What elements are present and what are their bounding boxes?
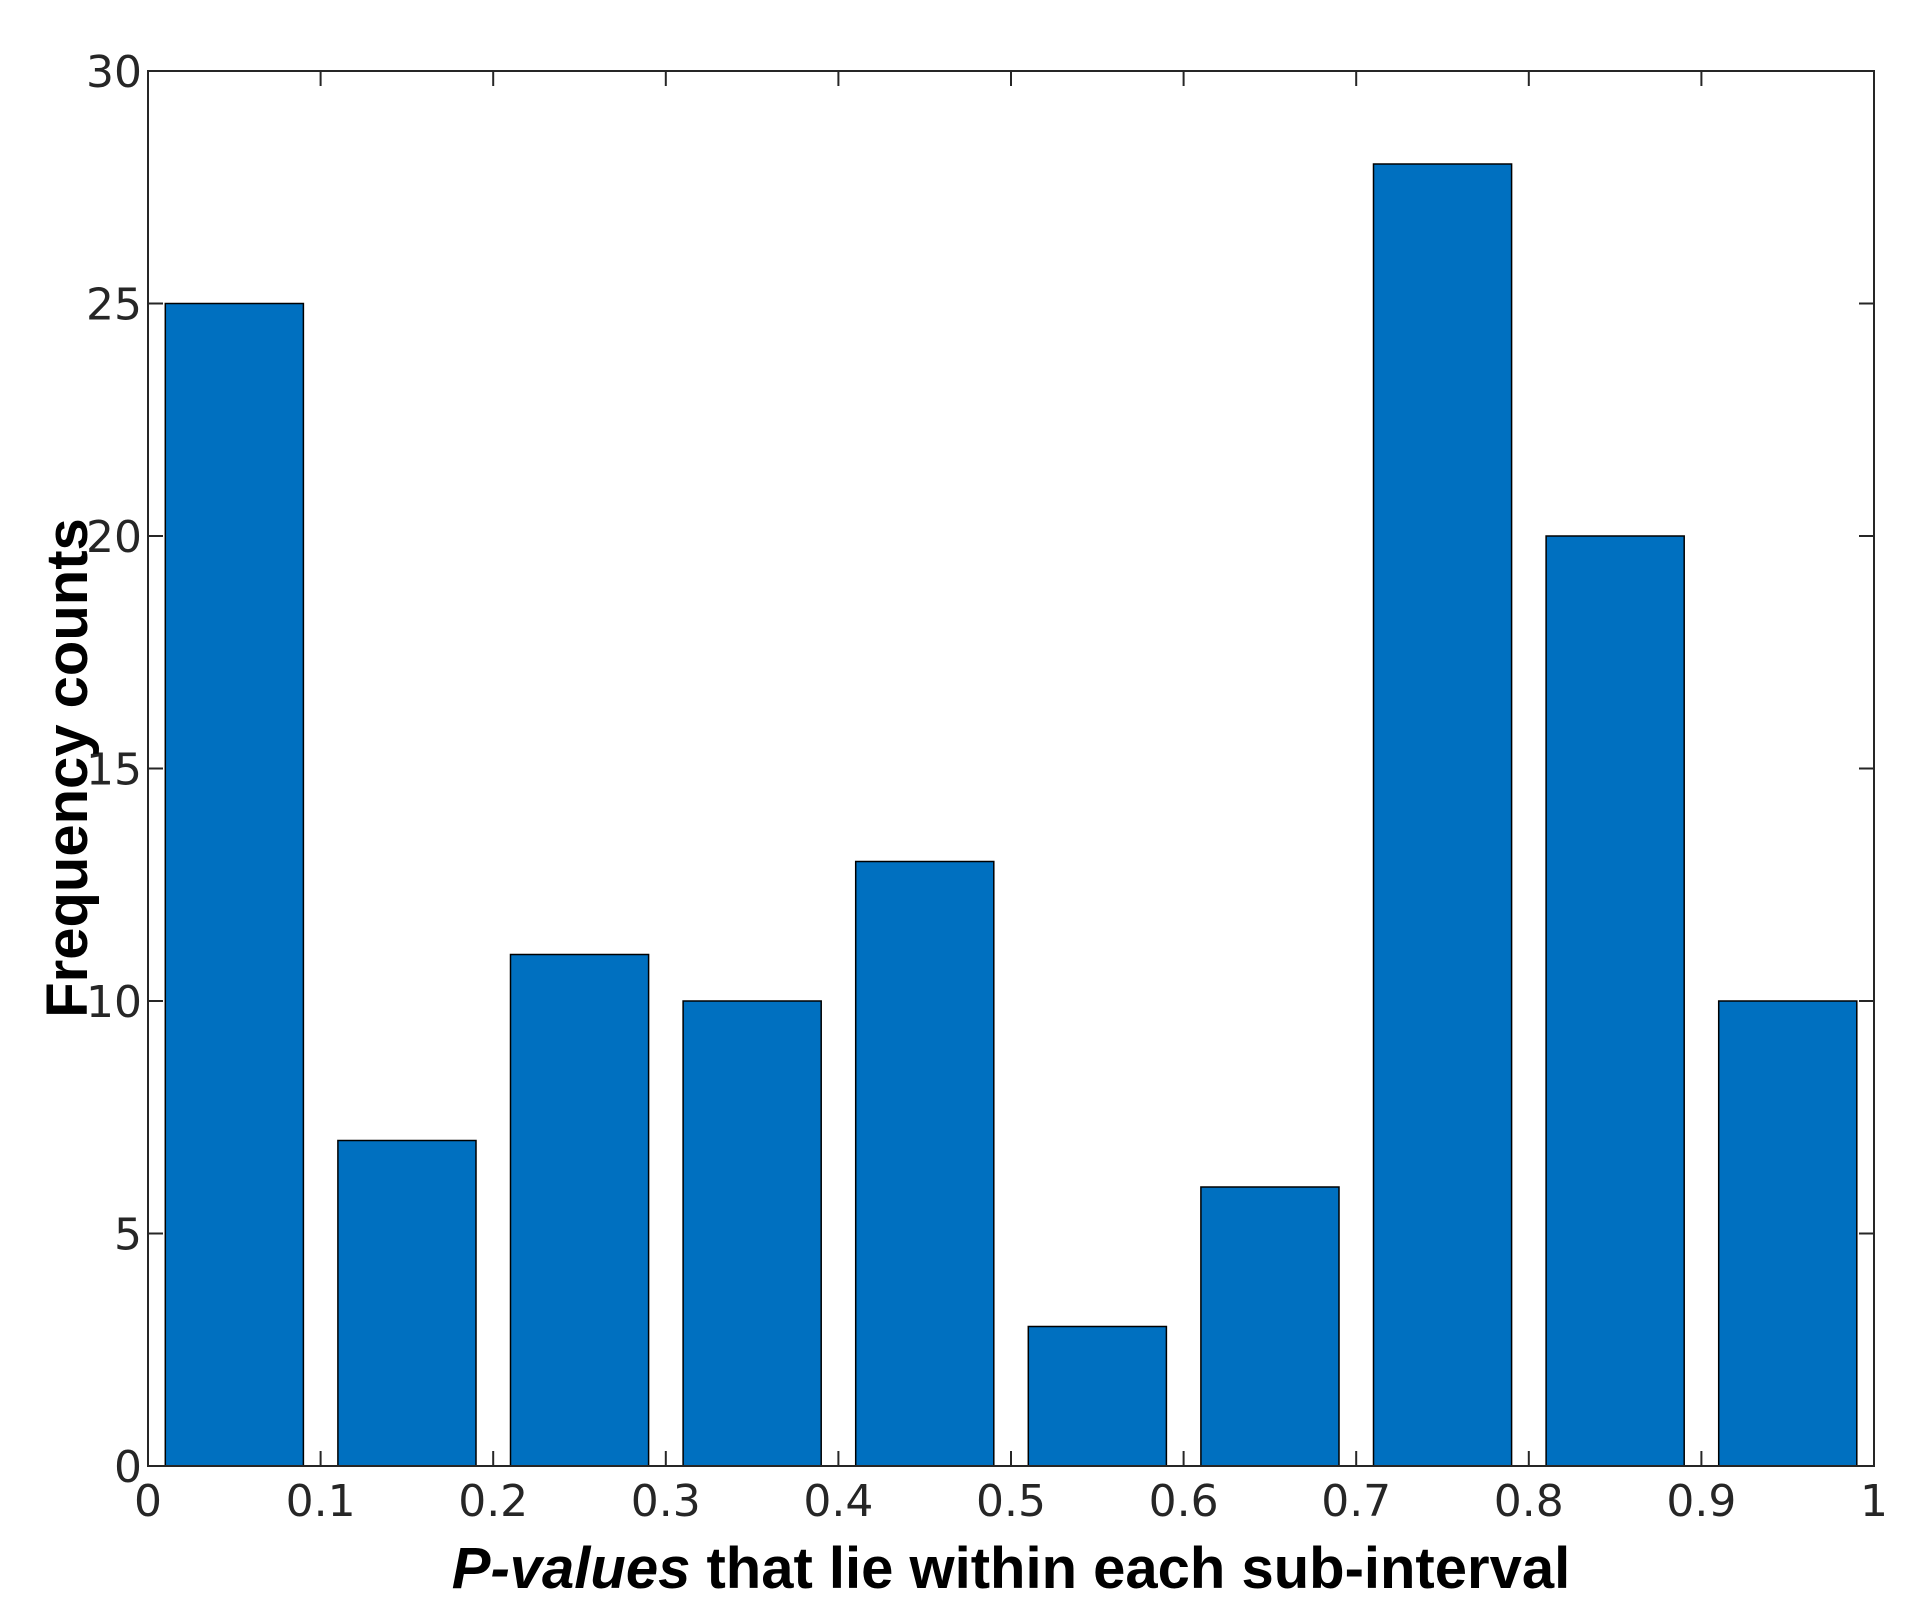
histogram-bar — [1372, 163, 1513, 1467]
x-axis-title: P-values that lie within each sub-interv… — [452, 1536, 1570, 1601]
bars-group — [164, 163, 1858, 1467]
histogram-bar — [164, 302, 305, 1467]
x-tick-label: 0.4 — [803, 1476, 873, 1527]
histogram-bar — [1717, 1000, 1858, 1467]
histogram-bar — [682, 1000, 822, 1467]
y-tick-labels: 0 5 10 15 20 25 30 — [86, 47, 142, 1493]
x-tick-label: 0 — [134, 1476, 162, 1527]
histogram-bar — [337, 1139, 477, 1467]
y-tick-label: 10 — [86, 977, 142, 1028]
histogram-bar — [509, 953, 650, 1467]
x-tick-label: 0.9 — [1666, 1476, 1736, 1527]
x-tick-label: 0.5 — [976, 1476, 1046, 1527]
x-tick-label: 0.1 — [286, 1476, 356, 1527]
y-tick-label: 0 — [114, 1442, 142, 1493]
x-axis-title-rest: that lie within each sub-interval — [690, 1536, 1570, 1601]
x-tick-label: 0.7 — [1321, 1476, 1391, 1527]
y-tick-label: 15 — [86, 745, 142, 796]
x-tick-label: 1 — [1860, 1476, 1888, 1527]
y-axis-title: Frequency counts — [35, 518, 100, 1018]
x-tick-label: 0.3 — [631, 1476, 701, 1527]
y-tick-label: 30 — [86, 47, 142, 98]
y-tick-label: 5 — [114, 1210, 142, 1261]
plot-frame — [147, 70, 1875, 1467]
x-tick-label: 0.8 — [1494, 1476, 1564, 1527]
histogram-bar — [1027, 1325, 1168, 1467]
histogram-bar — [1545, 535, 1685, 1467]
histogram-bar — [854, 860, 995, 1467]
x-tick-labels: 0 0.1 0.2 0.3 0.4 0.5 0.6 0.7 0.8 0.9 1 — [134, 1476, 1888, 1527]
histogram-bar — [1200, 1186, 1340, 1467]
y-tick-label: 20 — [86, 512, 142, 563]
x-tick-label: 0.6 — [1149, 1476, 1219, 1527]
x-tick-label: 0.2 — [458, 1476, 528, 1527]
y-tick-label: 25 — [86, 280, 142, 331]
x-axis-title-italic: P-values — [452, 1536, 691, 1601]
